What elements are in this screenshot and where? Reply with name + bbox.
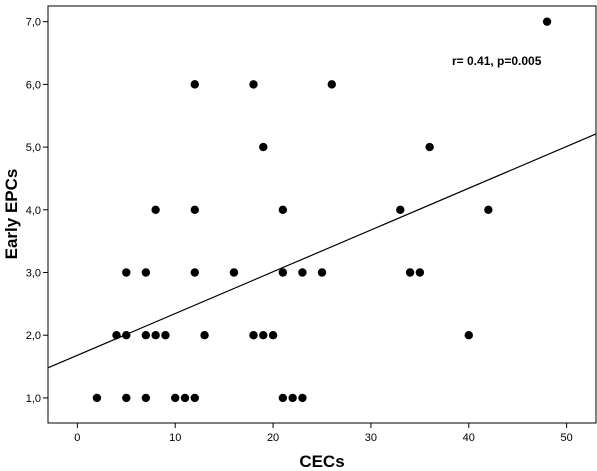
data-point xyxy=(141,331,151,340)
plot-area-frame xyxy=(47,5,597,424)
data-point xyxy=(122,393,131,403)
data-points xyxy=(92,17,552,403)
x-tick-label: 50 xyxy=(561,432,573,444)
x-tick-label: 10 xyxy=(169,432,181,444)
data-point xyxy=(405,268,415,277)
x-axis: 0 10 20 30 40 50 xyxy=(74,423,573,444)
data-point xyxy=(151,331,160,340)
data-point xyxy=(229,268,239,277)
data-point xyxy=(190,80,199,89)
data-point xyxy=(415,268,425,277)
data-point xyxy=(161,331,170,340)
regression-line xyxy=(47,133,597,369)
data-point xyxy=(141,393,151,403)
data-point xyxy=(278,393,288,403)
data-point xyxy=(542,17,552,26)
data-point xyxy=(141,268,151,277)
correlation-annotation: r= 0.41, p=0.005 xyxy=(452,54,542,68)
data-point xyxy=(180,393,190,403)
data-point xyxy=(112,331,121,340)
data-point xyxy=(92,393,102,403)
data-point xyxy=(327,80,336,89)
data-point xyxy=(259,142,268,152)
data-point xyxy=(249,80,258,89)
data-point xyxy=(464,331,473,340)
data-point xyxy=(122,268,131,277)
data-point xyxy=(249,331,258,340)
y-axis: 1,0 2,0 3,0 4,0 5,0 6,0 7,0 xyxy=(26,17,48,405)
data-point xyxy=(278,205,288,214)
x-axis-title: CECs xyxy=(299,452,344,471)
x-tick-label: 40 xyxy=(463,432,475,444)
y-axis-title: Early EPCs xyxy=(2,169,21,260)
data-point xyxy=(317,268,327,277)
data-point xyxy=(200,331,209,340)
x-tick-label: 0 xyxy=(74,432,80,444)
data-point xyxy=(288,393,297,403)
data-point xyxy=(396,205,405,214)
data-point xyxy=(425,142,434,152)
data-point xyxy=(259,331,268,340)
y-tick-label: 7,0 xyxy=(26,17,41,29)
data-point xyxy=(151,205,160,214)
data-point xyxy=(171,393,180,403)
data-point xyxy=(190,393,199,403)
y-tick-label: 4,0 xyxy=(26,205,41,217)
y-tick-label: 3,0 xyxy=(26,268,41,280)
data-point xyxy=(268,331,278,340)
x-tick-label: 20 xyxy=(267,432,279,444)
data-point xyxy=(190,205,199,214)
data-point xyxy=(298,268,307,277)
y-tick-label: 5,0 xyxy=(26,142,41,154)
data-point xyxy=(190,268,199,277)
y-tick-label: 1,0 xyxy=(26,393,41,405)
x-tick-label: 30 xyxy=(365,432,377,444)
data-point xyxy=(484,205,493,214)
y-tick-label: 6,0 xyxy=(26,79,41,91)
data-point xyxy=(278,268,288,277)
data-point xyxy=(298,393,307,403)
data-point xyxy=(122,331,131,340)
y-tick-label: 2,0 xyxy=(26,330,41,342)
